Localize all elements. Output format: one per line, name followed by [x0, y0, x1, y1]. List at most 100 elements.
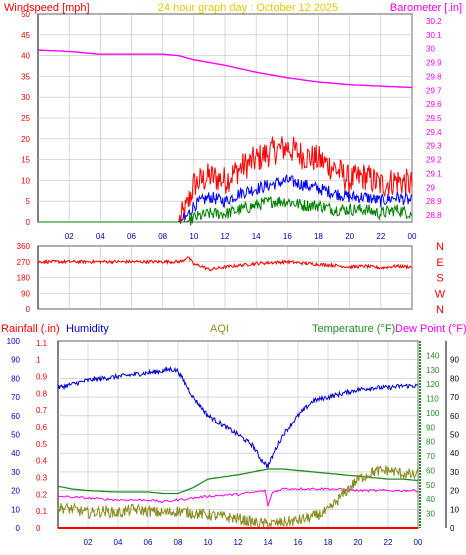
- temp-ytick-11: 140: [426, 351, 440, 360]
- wind-ytick-4: 20: [21, 135, 30, 144]
- rain-ytick-8: 0.8: [36, 389, 48, 398]
- wind-xtick-11: 00: [408, 232, 417, 241]
- wind-xtick-5: 12: [221, 232, 230, 241]
- aqi-label: AQI: [210, 323, 229, 335]
- wind-xtick-0: 02: [65, 232, 74, 241]
- climate-xtick-1: 04: [114, 538, 123, 547]
- rain-ytick-1: 0.1: [36, 507, 48, 516]
- compass-label-2: S: [436, 273, 443, 285]
- baro-ytick-14: 30.2: [426, 17, 442, 26]
- dew-ytick-7: 70: [450, 393, 459, 402]
- series-barometer: [37, 49, 413, 89]
- humidity-ytick-1: 10: [11, 505, 20, 514]
- wind-ytick-10: 50: [21, 10, 30, 19]
- dew-ytick-4: 40: [450, 449, 459, 458]
- climate-xtick-3: 08: [174, 538, 183, 547]
- series-wind-direction: [37, 256, 413, 272]
- humidity-ytick-6: 60: [11, 412, 20, 421]
- series-dewpoint: [57, 487, 419, 507]
- wind-xtick-1: 04: [96, 232, 105, 241]
- dew-ytick-6: 60: [450, 412, 459, 421]
- temp-ytick-2: 50: [426, 481, 435, 490]
- wind-xtick-10: 22: [376, 232, 385, 241]
- temp-ytick-7: 100: [426, 409, 440, 418]
- dew-ytick-9: 90: [450, 356, 459, 365]
- direction-ytick-1: 90: [21, 289, 30, 298]
- rainfall-label: Rainfall (.in): [1, 323, 60, 335]
- climate-xtick-2: 06: [144, 538, 153, 547]
- rain-ytick-7: 0.7: [36, 406, 48, 415]
- humidity-ytick-9: 90: [11, 356, 20, 365]
- series-layer: [37, 49, 419, 530]
- temp-ytick-10: 130: [426, 366, 440, 375]
- wind-xtick-2: 06: [127, 232, 136, 241]
- baro-ytick-1: 28.9: [426, 197, 442, 206]
- humidity-label: Humidity: [66, 323, 109, 335]
- humidity-ytick-4: 40: [11, 449, 20, 458]
- wind-ytick-3: 15: [21, 156, 30, 165]
- baro-ytick-3: 29.1: [426, 169, 442, 178]
- climate-xtick-6: 14: [264, 538, 273, 547]
- dew-ytick-5: 50: [450, 431, 459, 440]
- temp-ytick-5: 80: [426, 438, 435, 447]
- compass-label-1: E: [436, 257, 443, 269]
- wind-xtick-4: 10: [189, 232, 198, 241]
- series-humidity: [57, 365, 419, 469]
- dew-ytick-3: 30: [450, 468, 459, 477]
- direction-ytick-0: 0: [26, 305, 31, 314]
- climate-xtick-10: 22: [384, 538, 393, 547]
- dew-ytick-0: 0: [450, 524, 455, 533]
- compass-label-3: W: [435, 288, 446, 300]
- wind-xtick-9: 20: [345, 232, 354, 241]
- dew-ytick-1: 10: [450, 505, 459, 514]
- wind-ytick-5: 25: [21, 114, 30, 123]
- climate-xtick-4: 10: [204, 538, 213, 547]
- direction-ytick-3: 270: [17, 258, 31, 267]
- wind-xtick-7: 16: [283, 232, 292, 241]
- rain-ytick-2: 0.2: [36, 490, 48, 499]
- wind-xtick-3: 08: [158, 232, 167, 241]
- direction-ytick-4: 360: [17, 242, 31, 251]
- temperature-label: Temperature (°F): [312, 323, 395, 335]
- climate-xtick-11: 00: [414, 538, 423, 547]
- humidity-ytick-7: 70: [11, 393, 20, 402]
- baro-ytick-7: 29.5: [426, 114, 442, 123]
- humidity-ytick-0: 0: [16, 524, 21, 533]
- wind-ytick-2: 10: [21, 176, 30, 185]
- dew-ytick-2: 20: [450, 487, 459, 496]
- tick-layer: 0510152025303540455028.828.92929.129.229…: [7, 10, 460, 547]
- grid-layer: [37, 13, 447, 529]
- series-wind-low: [38, 196, 413, 226]
- baro-ytick-4: 29.2: [426, 156, 442, 165]
- dew-ytick-8: 80: [450, 374, 459, 383]
- barometer-label: Barometer [.in]: [390, 2, 462, 14]
- climate-xtick-7: 16: [294, 538, 303, 547]
- humidity-ytick-2: 20: [11, 487, 20, 496]
- climate-xtick-0: 02: [84, 538, 93, 547]
- temp-ytick-3: 60: [426, 466, 435, 475]
- wind-xtick-6: 14: [252, 232, 261, 241]
- baro-ytick-10: 29.8: [426, 72, 442, 81]
- rain-ytick-4: 0.4: [36, 457, 48, 466]
- rain-ytick-10: 1: [36, 356, 41, 365]
- rain-ytick-6: 0.6: [36, 423, 48, 432]
- rain-ytick-3: 0.3: [36, 474, 48, 483]
- baro-ytick-8: 29.6: [426, 100, 442, 109]
- wind-ytick-9: 45: [21, 31, 30, 40]
- graph-title: 24 hour graph day : October 12 2025: [158, 2, 338, 14]
- temp-ytick-1: 40: [426, 495, 435, 504]
- direction-ytick-2: 180: [17, 274, 31, 283]
- humidity-ytick-8: 80: [11, 374, 20, 383]
- baro-ytick-0: 28.8: [426, 211, 442, 220]
- climate-xtick-5: 12: [234, 538, 243, 547]
- wind-ytick-0: 0: [26, 218, 31, 227]
- baro-ytick-6: 29.4: [426, 128, 442, 137]
- temp-ytick-8: 110: [426, 395, 439, 404]
- series-aqi: [57, 465, 419, 530]
- baro-ytick-5: 29.3: [426, 142, 442, 151]
- compass-label-4: N: [436, 304, 444, 316]
- rain-ytick-9: 0.9: [36, 373, 48, 382]
- baro-ytick-12: 30: [426, 45, 435, 54]
- wind-ytick-1: 5: [26, 197, 31, 206]
